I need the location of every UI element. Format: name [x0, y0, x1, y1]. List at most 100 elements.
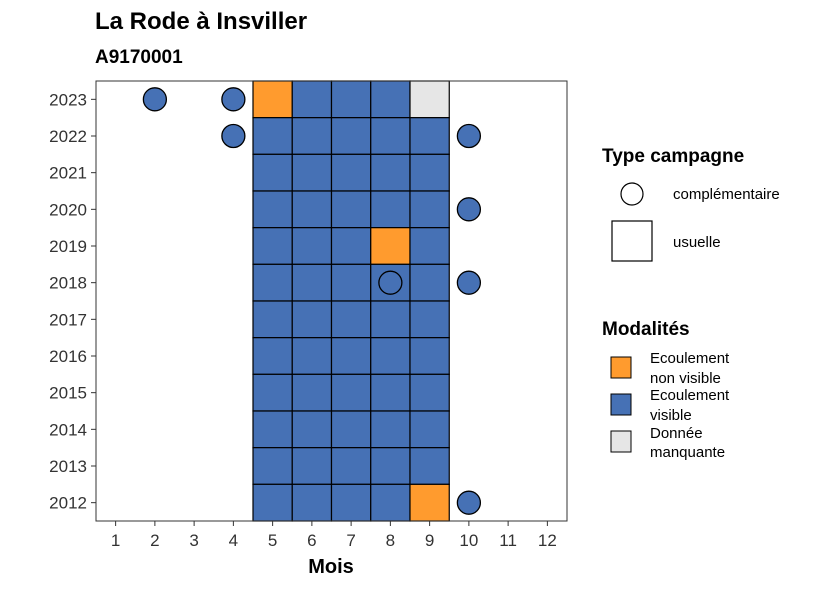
tile-2013-9 [409, 447, 450, 485]
tile-2021-8 [370, 153, 411, 192]
x-tick-label-6: 6 [307, 531, 316, 550]
tile-2022-6 [291, 117, 333, 155]
x-tick-label-9: 9 [425, 531, 434, 550]
tile-2020-9 [409, 190, 450, 229]
tile-2020-6 [291, 190, 333, 229]
tile-2019-8 [370, 227, 411, 265]
tile-2023-8 [370, 80, 411, 119]
tile-2023-6 [291, 80, 333, 119]
point-2012-10 [456, 490, 482, 515]
x-tick-label-4: 4 [229, 531, 238, 550]
y-tick-label-2019: 2019 [49, 237, 87, 256]
tile-2019-5 [252, 227, 293, 265]
tile-2019-6 [291, 227, 333, 265]
x-tick-label-2: 2 [150, 531, 159, 550]
tile-2019-9 [409, 227, 450, 265]
panel-border [95, 80, 568, 522]
tile-2021-5 [252, 153, 293, 192]
legend-complementaire-circle [620, 182, 644, 206]
tile-2017-8 [370, 300, 411, 339]
tile-2012-5 [252, 483, 293, 522]
legend-swatch-visible [610, 393, 632, 416]
y-tick-label-2021: 2021 [49, 164, 87, 183]
tile-2012-6 [291, 483, 333, 522]
tile-2018-9 [409, 263, 450, 302]
point-2022-10 [456, 123, 482, 149]
tile-2014-5 [252, 410, 293, 449]
tile-2021-7 [330, 153, 372, 192]
legend-label-manquante-line2: manquante [650, 444, 725, 461]
tile-2016-6 [291, 337, 333, 375]
x-tick-label-8: 8 [386, 531, 395, 550]
legend-label-non-visible-line2: non visible [650, 370, 721, 387]
legend-label-manquante-line1: Donnée [650, 425, 703, 442]
tile-2014-8 [370, 410, 411, 449]
point-2020-10 [456, 197, 482, 222]
tile-2016-5 [252, 337, 293, 375]
tile-2016-9 [409, 337, 450, 375]
y-tick-label-2018: 2018 [49, 274, 87, 293]
tile-2013-6 [291, 447, 333, 485]
legend-modalites: Modalités Ecoulement non visible Ecoulem… [602, 319, 730, 461]
y-tick-label-2023: 2023 [49, 90, 87, 109]
tile-2013-7 [330, 447, 372, 485]
x-tick-label-12: 12 [538, 531, 557, 550]
y-tick-label-2022: 2022 [49, 127, 87, 146]
tile-2023-9 [409, 80, 450, 119]
legend-label-non-visible-line1: Ecoulement [650, 350, 730, 367]
legend-swatch-non-visible [610, 356, 632, 379]
tile-2023-5 [252, 80, 293, 119]
x-tick-label-3: 3 [189, 531, 198, 550]
tile-2014-6 [291, 410, 333, 449]
y-tick-label-2014: 2014 [49, 420, 87, 439]
tile-2023-7 [330, 80, 372, 119]
tile-2019-7 [330, 227, 372, 265]
y-tick-label-2017: 2017 [49, 310, 87, 329]
legend-usuelle-label: usuelle [673, 234, 721, 251]
plot-panel [95, 80, 568, 522]
x-tick-label-11: 11 [499, 531, 517, 550]
tile-2017-5 [252, 300, 293, 339]
tile-2020-5 [252, 190, 293, 229]
point-2018-8 [378, 270, 403, 295]
legend-complementaire-label: complémentaire [673, 186, 780, 203]
chart-title: La Rode à Insviller [95, 8, 307, 35]
tile-2015-6 [291, 373, 333, 412]
x-axis: 1 2 3 4 5 6 7 8 9 10 11 12 [111, 521, 557, 550]
tile-2022-9 [409, 117, 450, 155]
tile-2022-5 [252, 117, 293, 155]
tile-2022-7 [330, 117, 372, 155]
tile-2015-5 [252, 373, 293, 412]
tile-2013-5 [252, 447, 293, 485]
legend-usuelle-square [611, 220, 653, 262]
legend-type-title: Type campagne [602, 146, 744, 167]
x-tick-label-5: 5 [268, 531, 277, 550]
tile-2018-5 [252, 263, 293, 302]
tile-2015-8 [370, 373, 411, 412]
y-tick-label-2015: 2015 [49, 384, 87, 403]
tile-2014-7 [330, 410, 372, 449]
tile-2012-7 [330, 483, 372, 522]
tile-2015-9 [409, 373, 450, 412]
y-axis: 2012 2013 2014 2015 2016 2017 2018 2019 2020 2021… [49, 90, 96, 513]
tile-2015-7 [330, 373, 372, 412]
tile-2013-8 [370, 447, 411, 485]
x-tick-label-10: 10 [459, 531, 478, 550]
legend-type-campagne: Type campagne complémentaire usuelle [602, 146, 780, 262]
y-tick-label-2016: 2016 [49, 347, 87, 366]
point-2022-4 [221, 123, 246, 149]
legend-label-visible-line2: visible [650, 407, 692, 424]
tile-2018-6 [291, 263, 333, 302]
tile-2018-7 [330, 263, 372, 302]
y-tick-label-2013: 2013 [49, 457, 87, 476]
chart-subtitle: A9170001 [95, 47, 183, 68]
y-tick-label-2012: 2012 [49, 494, 87, 513]
tile-2016-7 [330, 337, 372, 375]
tile-2021-9 [409, 153, 450, 192]
tile-2014-9 [409, 410, 450, 449]
tile-2020-7 [330, 190, 372, 229]
tile-2017-9 [409, 300, 450, 339]
x-tick-label-7: 7 [346, 531, 355, 550]
tile-2020-8 [370, 190, 411, 229]
